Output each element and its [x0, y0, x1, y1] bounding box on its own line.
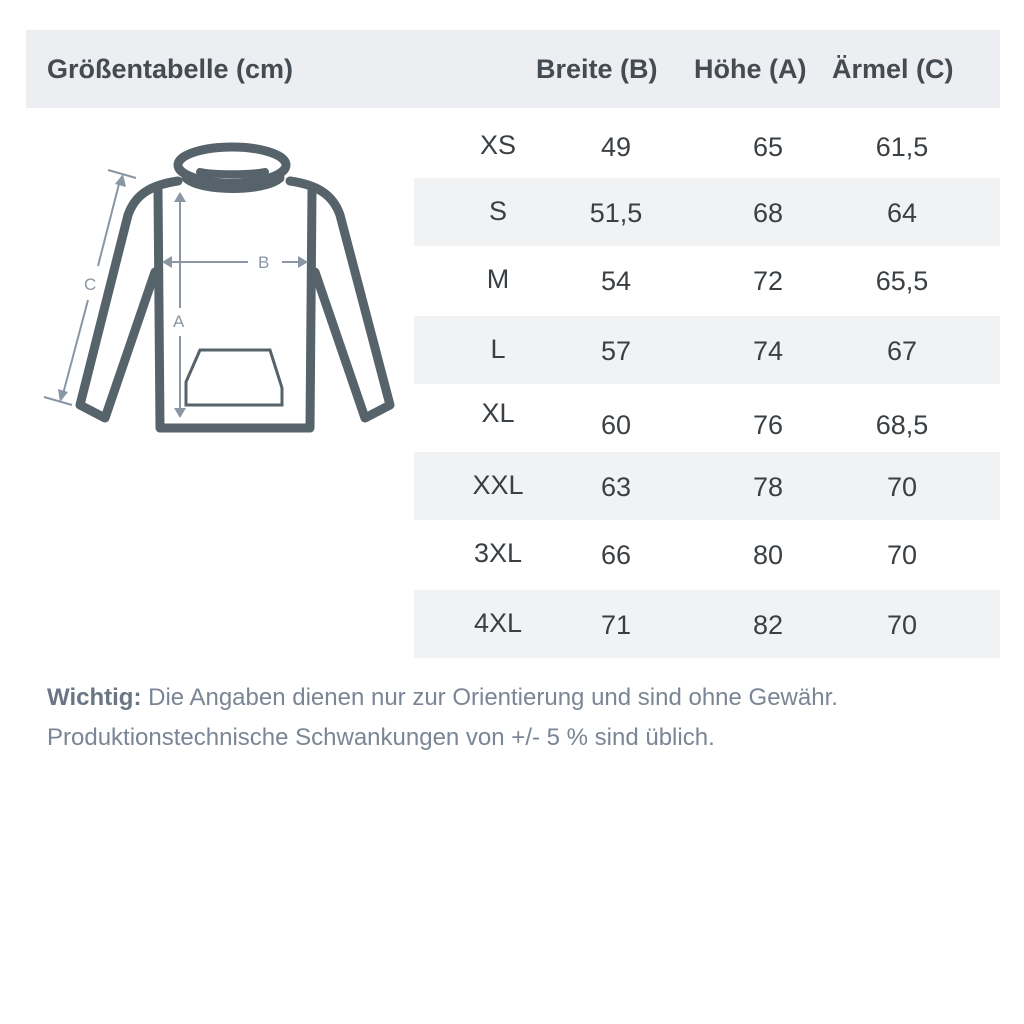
column-header-aermel: Ärmel (C) [832, 54, 954, 84]
cell-c: 65,5 [875, 266, 929, 296]
table-row: L 57 74 67 [414, 316, 1000, 384]
pocket-icon [184, 348, 284, 407]
table-row: M 54 72 65,5 [414, 246, 1000, 314]
label-c: C [84, 275, 96, 294]
cell-a: 76 [752, 410, 784, 440]
cell-c: 67 [886, 336, 918, 366]
cell-b: 49 [600, 132, 632, 162]
cell-size: XL [481, 398, 515, 428]
measurement-arrows-icon [43, 169, 308, 418]
label-a: A [173, 312, 185, 331]
column-header-hoehe: Höhe (A) [694, 54, 807, 84]
chart-title: Größentabelle (cm) [47, 54, 294, 84]
table-row: S 51,5 68 64 [414, 178, 1000, 246]
cell-a: 65 [752, 132, 784, 162]
cell-size: M [486, 264, 510, 294]
note-line2: Produktionstechnische Schwankungen von +… [47, 724, 715, 751]
cell-size: S [488, 196, 508, 226]
table-row: XXL 63 78 70 [414, 452, 1000, 520]
cell-c: 70 [886, 540, 918, 570]
note-line1: Die Angaben dienen nur zur Orientierung … [148, 684, 838, 711]
cell-c: 61,5 [875, 132, 929, 162]
table-row: XS 49 65 61,5 [414, 112, 1000, 180]
cell-a: 80 [752, 540, 784, 570]
cell-b: 63 [600, 472, 632, 502]
hoodie-outline-icon [75, 142, 395, 433]
cell-b: 51,5 [589, 198, 643, 228]
cell-a: 68 [752, 198, 784, 228]
cell-c: 70 [886, 472, 918, 502]
cell-a: 72 [752, 266, 784, 296]
table-row: 4XL 71 82 70 [414, 590, 1000, 658]
cell-a: 82 [752, 610, 784, 640]
cell-c: 68,5 [875, 410, 929, 440]
label-b: B [258, 253, 269, 272]
cell-size: 3XL [473, 538, 523, 568]
cell-a: 78 [752, 472, 784, 502]
hoodie-diagram: A B C [43, 142, 395, 433]
cell-c: 70 [886, 610, 918, 640]
note-bold: Wichtig: [47, 684, 142, 711]
cell-a: 74 [752, 336, 784, 366]
table-row: 3XL 66 80 70 [414, 520, 1000, 588]
cell-size: XXL [472, 470, 524, 500]
cell-b: 54 [600, 266, 632, 296]
table-row: XL 60 76 68,5 [414, 384, 1000, 452]
cell-size: XS [479, 130, 517, 160]
cell-b: 60 [600, 410, 632, 440]
disclaimer-note: Wichtig: Die Angaben dienen nur zur Orie… [47, 678, 838, 758]
cell-b: 66 [600, 540, 632, 570]
table-header: Größentabelle (cm) Breite (B) Höhe (A) Ä… [26, 30, 1000, 108]
cell-c: 64 [886, 198, 918, 228]
cell-b: 71 [600, 610, 632, 640]
cell-b: 57 [600, 336, 632, 366]
cell-size: 4XL [473, 608, 523, 638]
column-header-breite: Breite (B) [536, 54, 658, 84]
cell-size: L [490, 334, 506, 364]
